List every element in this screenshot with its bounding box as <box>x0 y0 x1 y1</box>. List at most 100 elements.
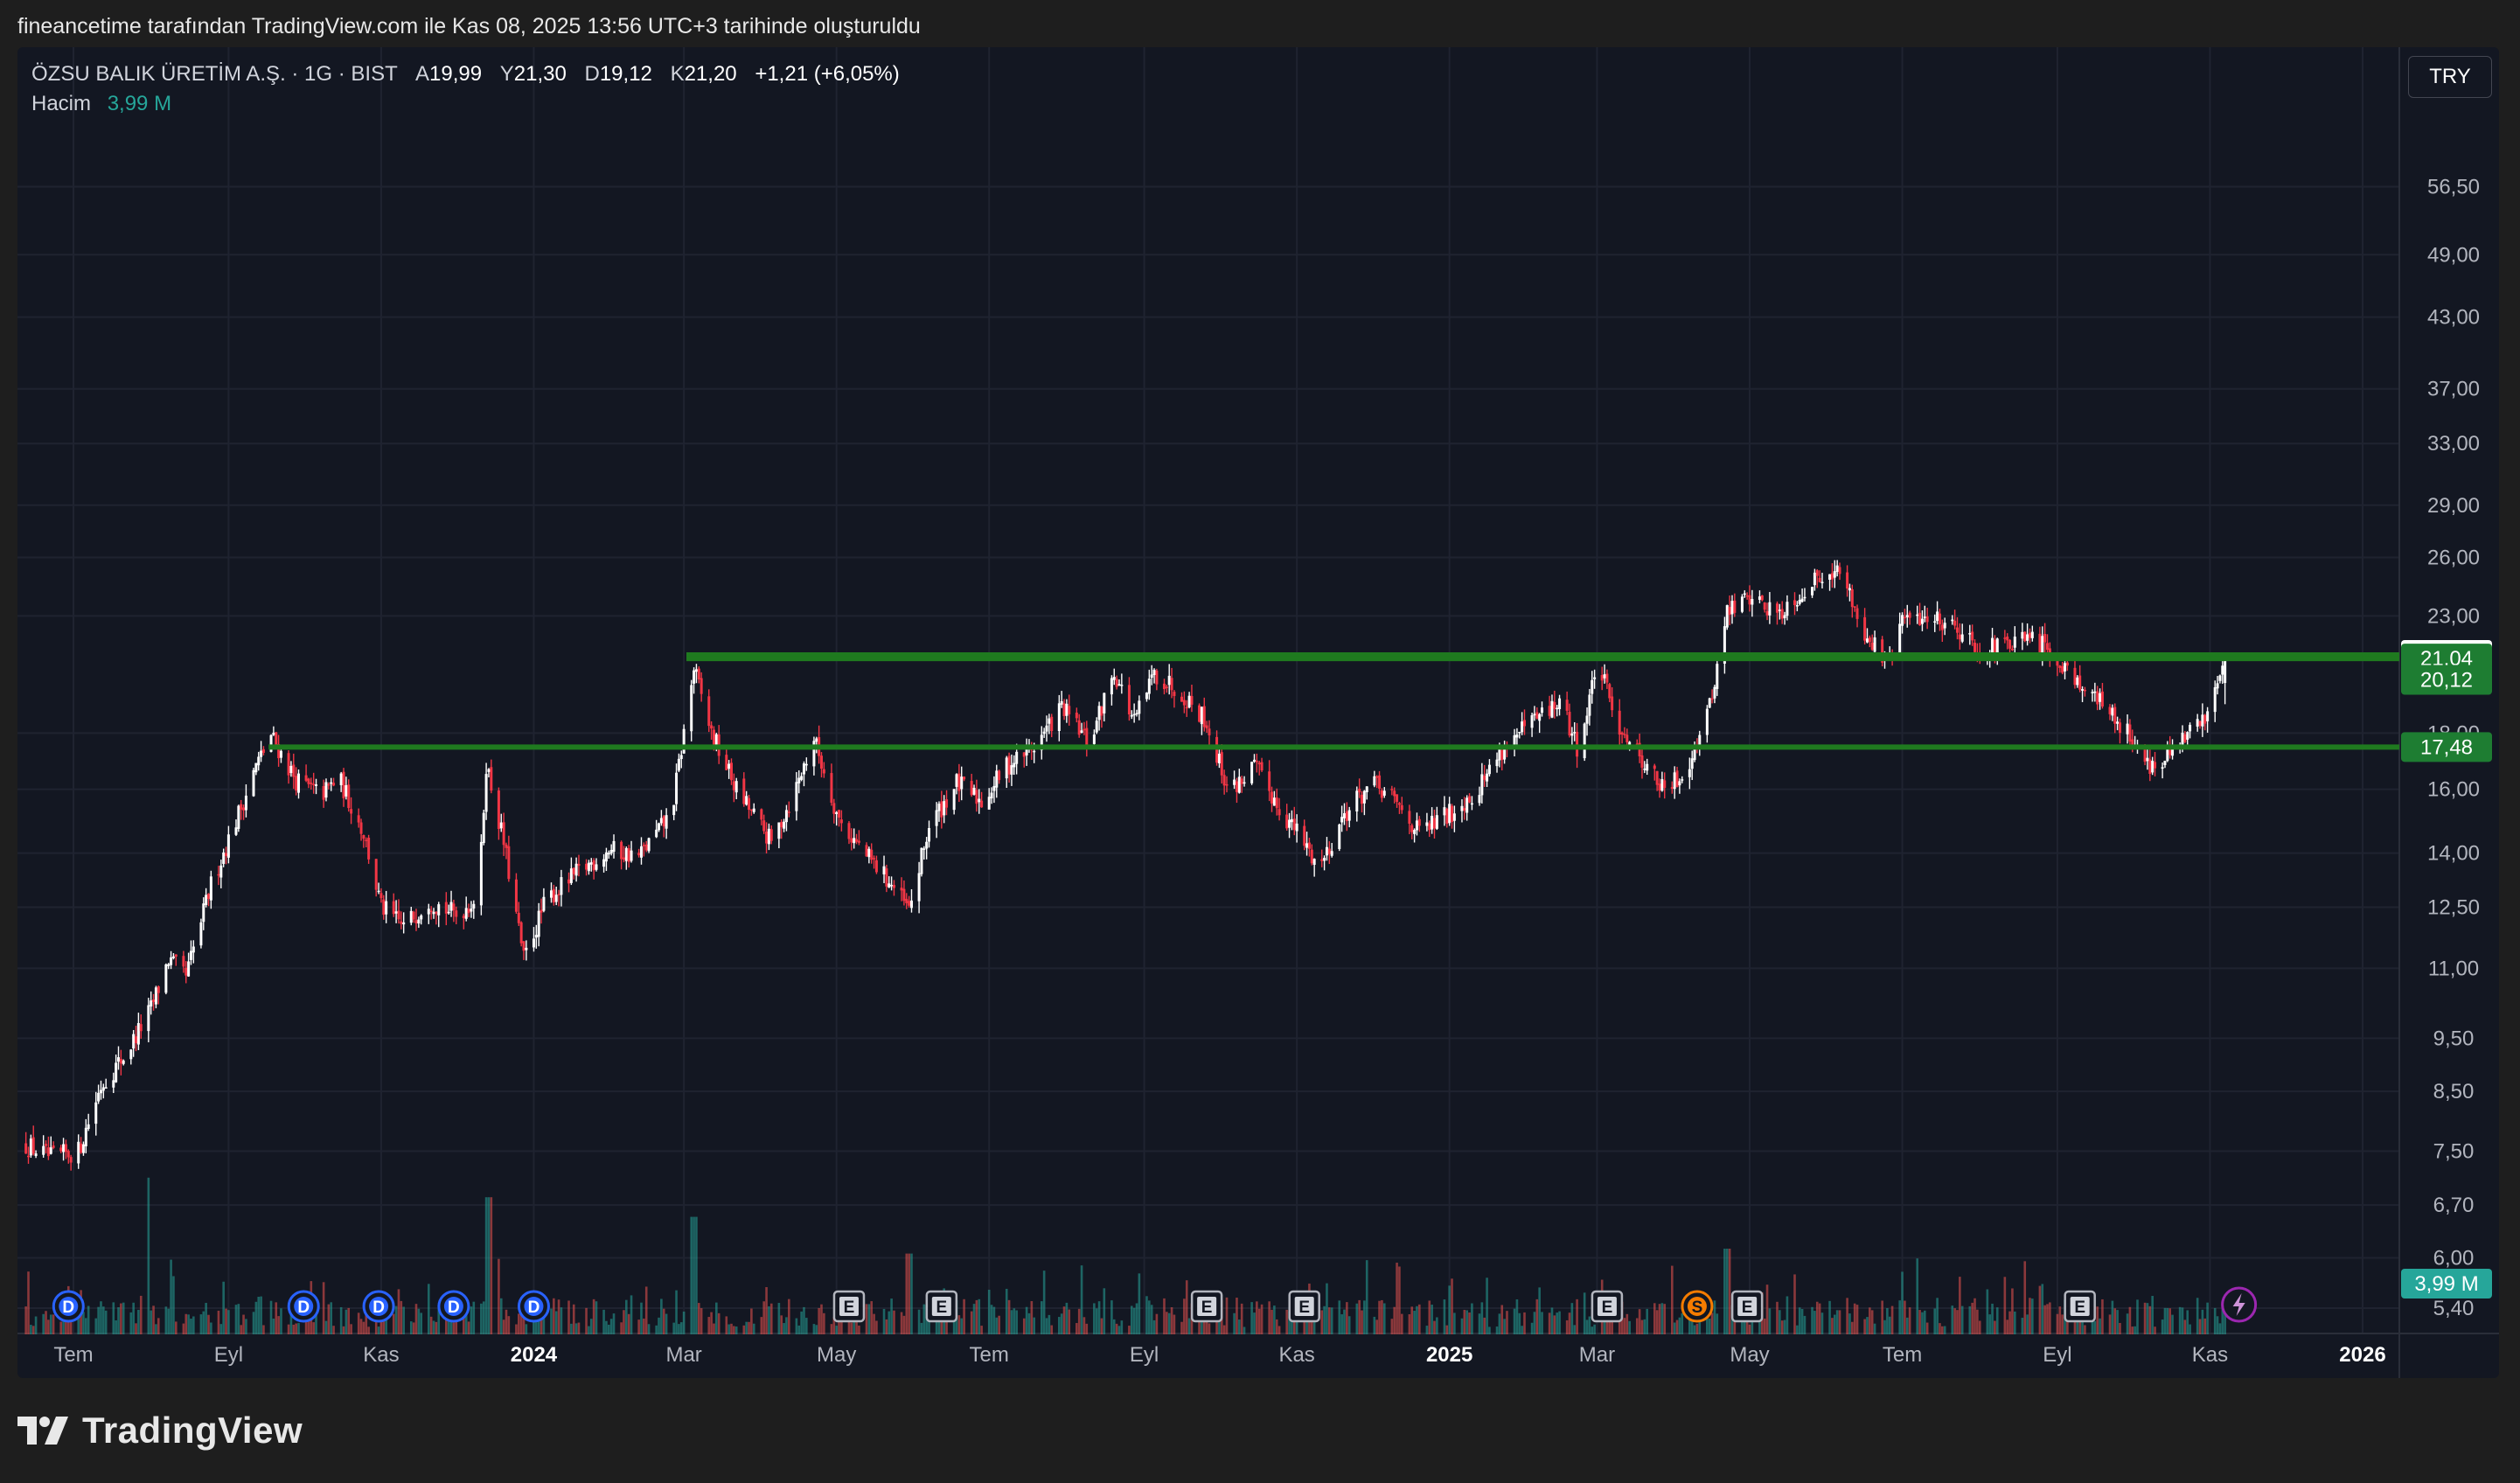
candle-body <box>1127 685 1131 715</box>
volume-bar <box>1326 1283 1328 1334</box>
currency-button[interactable]: TRY <box>2408 56 2492 98</box>
candle-body <box>760 809 763 820</box>
candle-body <box>1548 706 1551 716</box>
volume-bar <box>644 1286 648 1334</box>
volume-bar <box>1273 1305 1276 1334</box>
event-d-icon[interactable]: D <box>287 1290 320 1323</box>
volume-bar <box>1128 1326 1131 1334</box>
candle-body <box>1503 746 1507 760</box>
candle-body <box>972 787 976 795</box>
volume-bar <box>2166 1307 2169 1334</box>
volume-bar <box>1048 1314 1051 1334</box>
time-axis-label: 2026 <box>2339 1343 2385 1367</box>
candle-body <box>49 1147 52 1154</box>
candle-body <box>1498 748 1501 761</box>
volume-bar <box>630 1295 633 1334</box>
volume-bar <box>490 1197 493 1334</box>
price-axis-label: 7,50 <box>2433 1140 2475 1164</box>
svg-text:E: E <box>1298 1298 1310 1317</box>
candle-body <box>1958 634 1961 640</box>
candle-body <box>2224 654 2227 684</box>
volume-bar <box>882 1308 886 1334</box>
volume-bar <box>1253 1312 1256 1334</box>
event-d-icon[interactable]: D <box>52 1290 85 1323</box>
event-e-icon[interactable]: E <box>925 1290 958 1323</box>
candle-body <box>639 846 643 858</box>
symbol-title[interactable]: ÖZSU BALIK ÜRETİM A.Ş. · 1G · BIST <box>31 62 398 86</box>
volume-bar <box>332 1326 335 1334</box>
candle-body <box>1765 610 1769 616</box>
volume-bar <box>1988 1314 1991 1334</box>
candle-body <box>479 841 483 906</box>
candlestick-chart[interactable]: 56,50 49,00 43,00 37,00 33,00 29,00 26,00 23,00… <box>17 47 2499 1378</box>
volume-bar <box>2026 1314 2029 1334</box>
candle-body <box>1167 675 1171 686</box>
candle-body <box>1760 595 1764 601</box>
event-e-icon[interactable]: E <box>1591 1290 1624 1323</box>
volume-bar <box>519 1301 523 1334</box>
candle-body <box>1103 693 1106 714</box>
event-e-icon[interactable]: E <box>1288 1290 1320 1323</box>
volume-bar <box>1925 1322 1929 1334</box>
volume-bar <box>1971 1302 1974 1334</box>
tradingview-logo[interactable]: TradingView <box>17 1410 303 1452</box>
volume-bar <box>2154 1326 2156 1334</box>
volume-bar <box>34 1316 38 1334</box>
candle-body <box>748 797 751 811</box>
volume-bar <box>885 1319 888 1334</box>
event-e-icon[interactable]: E <box>2064 1290 2096 1323</box>
candle-body <box>367 838 371 860</box>
event-d-icon[interactable]: D <box>437 1290 470 1323</box>
candle-body <box>409 910 413 923</box>
candle-body <box>1155 670 1159 685</box>
candle-body <box>783 821 786 829</box>
volume-bar <box>1445 1325 1449 1334</box>
price-axis-label: 5,40 <box>2433 1297 2475 1320</box>
candle-body <box>132 1034 136 1049</box>
event-s-icon[interactable]: S <box>1681 1290 1714 1323</box>
event-d-icon[interactable]: D <box>362 1290 395 1323</box>
volume-bar <box>780 1315 783 1334</box>
candle-body <box>637 853 641 856</box>
volume-bar <box>1138 1273 1141 1334</box>
candle-body <box>1673 772 1676 790</box>
candle-body <box>1208 728 1211 735</box>
candle-body <box>260 750 263 757</box>
volume-bar <box>820 1304 823 1334</box>
candle-body <box>697 668 700 679</box>
volume-bar <box>1448 1285 1451 1334</box>
volume-bar <box>1378 1300 1381 1334</box>
candle-body <box>1185 707 1188 709</box>
volume-bar <box>734 1326 738 1334</box>
volume-bar <box>1643 1319 1646 1334</box>
candle-body <box>1710 698 1714 700</box>
candle-body <box>117 1057 121 1062</box>
candle-body <box>607 853 610 855</box>
volume-bar <box>1340 1314 1343 1334</box>
chart-panel[interactable]: 56,50 49,00 43,00 37,00 33,00 29,00 26,00 23,00… <box>17 47 2499 1378</box>
price-axis-label: 14,00 <box>2427 842 2480 866</box>
candle-body <box>1428 823 1431 831</box>
candle-body <box>287 753 290 776</box>
volume-bar <box>1588 1316 1591 1334</box>
volume-bar <box>672 1322 675 1334</box>
candle-body <box>857 840 860 843</box>
event-lightning-icon[interactable] <box>2221 1286 2258 1323</box>
candle-body <box>1943 623 1946 629</box>
event-e-icon[interactable]: E <box>832 1290 866 1323</box>
time-axis-label: 2025 <box>1426 1343 1472 1367</box>
candle-body <box>694 669 698 672</box>
volume-bar <box>237 1304 240 1334</box>
event-d-icon[interactable]: D <box>517 1290 550 1323</box>
candle-body <box>2198 721 2202 727</box>
candle-body <box>202 903 205 923</box>
candle-body <box>1092 734 1096 744</box>
volume-bar <box>1898 1300 1901 1334</box>
volume-bar <box>623 1310 625 1334</box>
event-e-icon[interactable]: E <box>1190 1290 1223 1323</box>
volume-bar <box>1468 1312 1471 1334</box>
candle-body <box>2168 747 2172 755</box>
event-e-icon[interactable]: E <box>1730 1290 1764 1323</box>
candle-body <box>885 868 888 887</box>
candle-body <box>1272 797 1276 806</box>
